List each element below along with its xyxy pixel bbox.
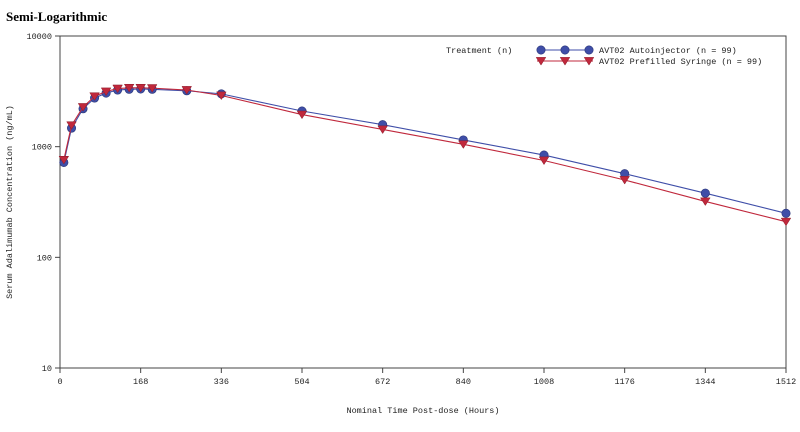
x-tick-label: 1176 [614,377,634,387]
x-axis-title: Nominal Time Post-dose (Hours) [346,406,499,416]
legend-marker [583,57,595,66]
legend-item-2: AVT02 Prefilled Syringe (n = 99) [535,57,762,67]
y-tick-label: 10000 [26,32,52,42]
x-tick-label: 1008 [534,377,554,387]
legend-label: AVT02 Autoinjector (n = 99) [599,46,737,56]
legend-marker [560,45,570,55]
series-line-2 [63,87,787,223]
x-tick-label: 1512 [776,377,796,387]
series-2-point [780,217,792,227]
legend-title: Treatment (n) [446,46,512,56]
legend-marker [584,45,594,55]
series-1-point [700,188,710,198]
page-title: Semi-Logarithmic [6,9,108,24]
series-2-point [538,156,550,166]
series-2-point [619,176,630,185]
x-tick-label: 672 [375,377,390,387]
legend-marker [535,57,547,66]
series-line-1 [63,88,787,214]
series-2-point [458,140,469,149]
series-2-point [296,110,308,120]
series-2-point [100,87,112,97]
y-tick-label: 1000 [32,143,52,153]
legend-marker [536,45,546,55]
series-2-point [216,91,227,101]
series-2-point [135,83,146,93]
y-tick-label: 10 [42,364,52,374]
legend-label: AVT02 Prefilled Syringe (n = 99) [599,57,762,67]
series-2-point [700,197,711,206]
series-2-point [181,86,193,95]
series-1-point [781,208,791,218]
x-tick-label: 0 [57,377,62,387]
x-tick-label: 1344 [695,377,715,387]
series-2-point [377,125,388,135]
x-tick-label: 168 [133,377,148,387]
series-2-point [123,83,135,93]
series-2-point [112,84,123,94]
y-axis-title: Serum Adalimumab Concentration (ng/mL) [5,105,15,299]
x-tick-label: 336 [214,377,229,387]
series-2-point [89,92,100,101]
series-2-point [66,121,77,130]
plot-frame [59,35,787,369]
x-tick-label: 840 [456,377,471,387]
x-tick-label: 504 [294,377,309,387]
series-2-point [58,156,70,165]
series-2-point [77,103,89,112]
series-2-point [146,84,158,93]
legend-marker [559,57,571,66]
legend-item-1: AVT02 Autoinjector (n = 99) [536,45,737,56]
y-tick-label: 100 [37,253,52,263]
